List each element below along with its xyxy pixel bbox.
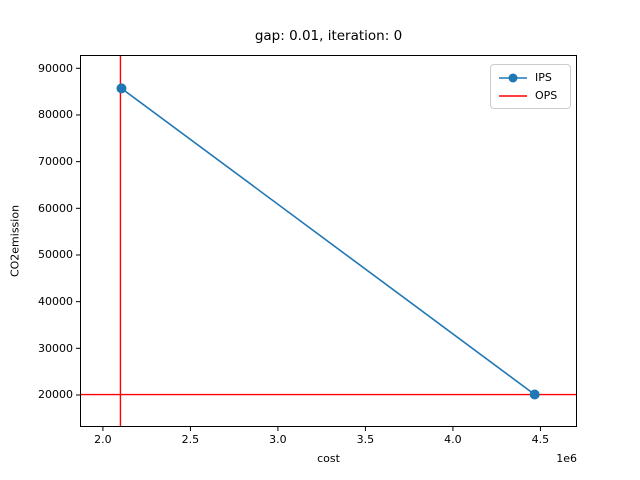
x-tick-label: 2.0 bbox=[94, 433, 112, 446]
y-tick-label: 20000 bbox=[38, 388, 73, 402]
x-axis-offset-label: 1e6 bbox=[556, 452, 577, 465]
x-tick-label: 3.5 bbox=[356, 433, 375, 446]
y-tick-label: 60000 bbox=[38, 201, 73, 215]
y-tick-label: 70000 bbox=[38, 155, 73, 169]
legend-item-ops: OPS bbox=[498, 88, 563, 104]
x-tick-label: 3.0 bbox=[269, 433, 287, 446]
y-axis-label: CO2emission bbox=[8, 204, 22, 278]
y-tick-label: 30000 bbox=[38, 341, 73, 355]
y-tick-label: 50000 bbox=[38, 248, 73, 262]
chart-title: gap: 0.01, iteration: 0 bbox=[254, 28, 403, 44]
ops-legend-sample-icon bbox=[499, 95, 527, 97]
y-tick-label: 40000 bbox=[38, 295, 73, 309]
plot-area bbox=[80, 55, 577, 427]
ips-legend-sample-icon bbox=[499, 73, 527, 83]
legend: IPS OPS bbox=[490, 64, 571, 109]
x-tick-label: 4.5 bbox=[531, 433, 550, 446]
legend-item-ips: IPS bbox=[498, 70, 563, 86]
y-tick-label: 80000 bbox=[38, 108, 73, 122]
x-tick-label: 4.0 bbox=[444, 433, 462, 446]
legend-label-ips: IPS bbox=[535, 71, 552, 84]
y-tick-label: 90000 bbox=[38, 61, 73, 75]
x-axis-label: cost bbox=[317, 452, 340, 465]
legend-label-ops: OPS bbox=[535, 89, 558, 102]
x-tick-label: 2.5 bbox=[181, 433, 200, 446]
